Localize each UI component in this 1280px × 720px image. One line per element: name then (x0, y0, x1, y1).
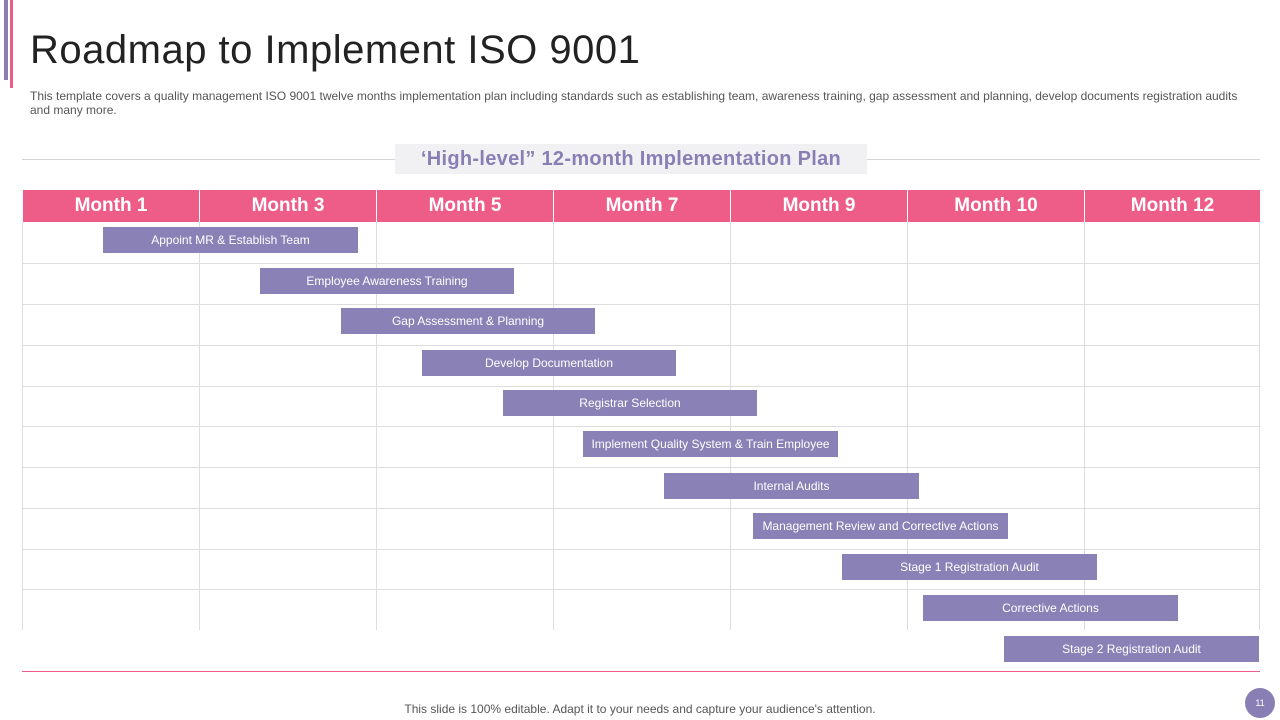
month-header: Month 1 (22, 190, 199, 222)
slide-subtitle: This template covers a quality managemen… (30, 89, 1238, 117)
month-header: Month 7 (553, 190, 730, 222)
page-number-badge: 11 (1245, 688, 1275, 718)
month-header: Month 5 (376, 190, 553, 222)
footer-divider (22, 671, 1260, 672)
grid-line (22, 426, 1260, 427)
section-title: ‘High-level” 12-month Implementation Pla… (395, 144, 867, 174)
grid-line (22, 304, 1260, 305)
grid-line (22, 386, 1260, 387)
month-header: Month 10 (907, 190, 1084, 222)
task-bar: Stage 1 Registration Audit (842, 554, 1097, 580)
grid-line (22, 263, 1260, 264)
month-header: Month 3 (199, 190, 376, 222)
month-header: Month 12 (1084, 190, 1260, 222)
task-bar: Management Review and Corrective Actions (753, 513, 1008, 539)
task-bar: Internal Audits (664, 473, 919, 499)
accent-bar-pink (10, 0, 13, 88)
footer-note: This slide is 100% editable. Adapt it to… (404, 702, 876, 716)
grid-line (22, 549, 1260, 550)
task-bar: Employee Awareness Training (260, 268, 514, 294)
task-bar: Registrar Selection (503, 390, 757, 416)
grid-line (22, 589, 1260, 590)
task-bar: Corrective Actions (923, 595, 1178, 621)
month-header: Month 9 (730, 190, 907, 222)
task-bar: Stage 2 Registration Audit (1004, 636, 1259, 662)
slide-title: Roadmap to Implement ISO 9001 (30, 28, 641, 72)
task-bar: Gap Assessment & Planning (341, 308, 595, 334)
task-bar: Develop Documentation (422, 350, 676, 376)
task-bar: Appoint MR & Establish Team (103, 227, 358, 253)
accent-bar-purple (4, 0, 8, 80)
grid-line (22, 508, 1260, 509)
task-bar: Implement Quality System & Train Employe… (583, 431, 838, 457)
grid-line (22, 345, 1260, 346)
grid-line (22, 467, 1260, 468)
